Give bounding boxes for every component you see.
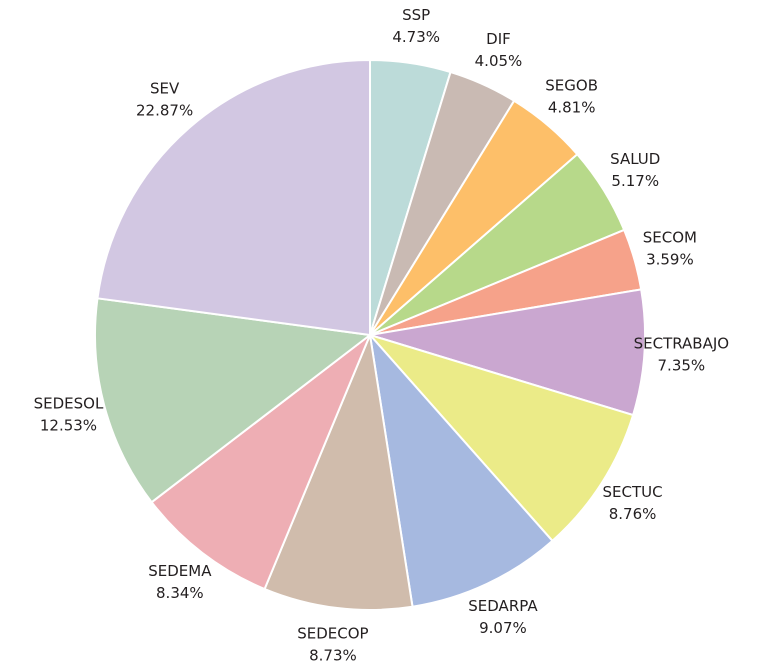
slice-label: SEDECOP — [297, 624, 368, 642]
slice-label: SEDESOL — [34, 395, 104, 413]
slice-value-label: 8.73% — [309, 646, 357, 664]
slice-label: SEGOB — [545, 76, 598, 94]
slice-label: SECTUC — [603, 483, 663, 501]
slice-label: SALUD — [610, 150, 660, 168]
slice-label: SECOM — [643, 228, 697, 246]
slice-value-label: 3.59% — [646, 250, 694, 268]
slice-value-label: 8.76% — [609, 505, 657, 523]
pie-slice — [366, 333, 635, 543]
pie-slice — [150, 331, 373, 591]
pie-slice — [369, 288, 646, 417]
slice-value-label: 9.07% — [479, 619, 527, 637]
slice-value-label: 4.73% — [392, 28, 440, 46]
pie-slice — [94, 297, 373, 504]
slice-label: DIF — [486, 30, 511, 48]
pie-slice — [96, 58, 371, 337]
slice-value-label: 22.87% — [136, 102, 193, 120]
slice-value-label: 7.35% — [658, 357, 706, 375]
slice-label: SSP — [402, 6, 430, 24]
pie-slice — [263, 331, 414, 611]
slice-label: SEDARPA — [468, 597, 538, 615]
slice-value-label: 12.53% — [40, 417, 97, 435]
pie-slice — [368, 331, 554, 608]
slice-label: SEDEMA — [148, 562, 212, 580]
slice-value-label: 4.81% — [548, 98, 596, 116]
slice-value-label: 5.17% — [611, 172, 659, 190]
slice-label: SECTRABAJO — [634, 335, 730, 353]
slice-label: SEV — [150, 80, 180, 98]
slice-value-label: 4.05% — [475, 52, 523, 70]
slice-value-label: 8.34% — [156, 584, 204, 602]
